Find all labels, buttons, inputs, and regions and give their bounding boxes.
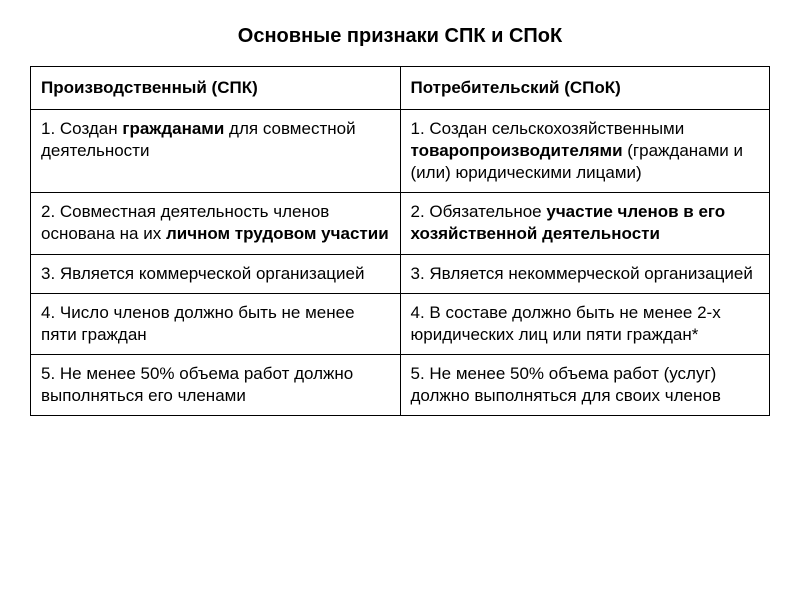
cell-right: 5. Не менее 50% объема работ (услуг) дол… xyxy=(400,354,770,415)
table-row: 2. Совместная деятельность членов основа… xyxy=(31,193,770,254)
cell-left: 1. Создан гражданами для совместной деят… xyxy=(31,110,401,193)
header-left: Производственный (СПК) xyxy=(31,67,401,110)
cell-right: 1. Создан сельскохозяйственными товаропр… xyxy=(400,110,770,193)
table-header-row: Производственный (СПК) Потребительский (… xyxy=(31,67,770,110)
cell-left: 3. Является коммерческой организацией xyxy=(31,254,401,293)
comparison-table: Производственный (СПК) Потребительский (… xyxy=(30,66,770,416)
page-title: Основные признаки СПК и СПоК xyxy=(30,25,770,48)
table-row: 1. Создан гражданами для совместной деят… xyxy=(31,110,770,193)
header-right: Потребительский (СПоК) xyxy=(400,67,770,110)
cell-left: 2. Совместная деятельность членов основа… xyxy=(31,193,401,254)
cell-left: 5. Не менее 50% объема работ должно выпо… xyxy=(31,354,401,415)
cell-right: 2. Обязательное участие членов в его хоз… xyxy=(400,193,770,254)
table-row: 3. Является коммерческой организацией 3.… xyxy=(31,254,770,293)
cell-right: 4. В составе должно быть не менее 2-х юр… xyxy=(400,293,770,354)
cell-right: 3. Является некоммерческой организацией xyxy=(400,254,770,293)
cell-left: 4. Число членов должно быть не менее пят… xyxy=(31,293,401,354)
table-row: 4. Число членов должно быть не менее пят… xyxy=(31,293,770,354)
table-row: 5. Не менее 50% объема работ должно выпо… xyxy=(31,354,770,415)
